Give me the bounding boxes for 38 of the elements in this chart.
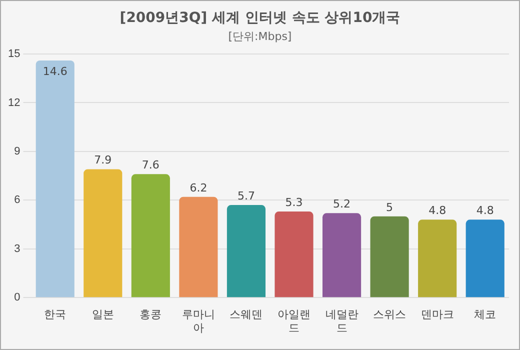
data-label: 6.2 (190, 181, 208, 194)
x-tick-label: 홍콩 (140, 309, 162, 322)
x-tick-label: 스웨덴 (230, 309, 263, 322)
y-tick-label: 6 (14, 194, 20, 206)
data-label: 5.7 (237, 189, 255, 202)
x-tick-label: 네덜란드 (325, 309, 358, 334)
bar (466, 220, 504, 298)
bar (179, 196, 218, 298)
bar (370, 216, 409, 298)
bar (84, 169, 122, 298)
x-tick-label: 덴마크 (420, 309, 454, 322)
bar (226, 205, 266, 298)
bar (322, 213, 362, 298)
data-label: 5 (386, 200, 394, 214)
x-tick-label: 한국 (44, 309, 66, 322)
bar (131, 174, 170, 298)
x-tick-label: 루마니아 (182, 309, 215, 334)
data-label: 4.8 (476, 204, 494, 218)
x-tick-label: 일본 (92, 309, 114, 322)
y-tick-label: 0 (14, 292, 20, 304)
data-label: 7.6 (142, 158, 160, 172)
data-label: 5.2 (333, 198, 351, 211)
y-tick-label: 3 (14, 242, 20, 255)
data-label: 5.3 (285, 196, 303, 209)
bar (418, 220, 457, 298)
bar (36, 60, 74, 298)
bar (274, 212, 314, 298)
x-tick-label: 스위스 (373, 309, 406, 322)
data-label: 4.8 (428, 204, 446, 218)
data-label: 7.9 (94, 154, 112, 167)
chart-subtitle: [단위:Mbps] (227, 29, 293, 44)
x-tick-label: 체코 (474, 309, 496, 322)
chart-title: [2009년3Q] 세계 인터넷 속도 상위10개국 (118, 9, 402, 27)
data-label: 14.6 (42, 64, 68, 78)
y-tick-label: 9 (14, 145, 20, 158)
y-tick-label: 15 (8, 48, 20, 60)
y-tick-label: 12 (8, 96, 20, 109)
x-tick-label: 아일랜드 (278, 309, 311, 334)
